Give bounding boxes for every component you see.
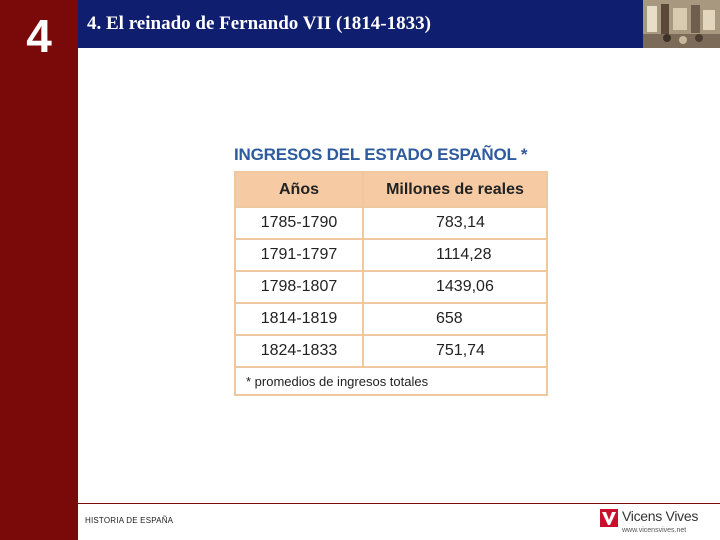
cell-years: 1798-1807 (234, 270, 364, 304)
cell-years: 1824-1833 (234, 334, 364, 368)
cell-years: 1791-1797 (234, 238, 364, 272)
table-header-row: Años Millones de reales (234, 171, 548, 208)
vicens-vives-logo-icon (600, 509, 618, 527)
cell-years: 1814-1819 (234, 302, 364, 336)
chapter-number: 4 (26, 10, 52, 62)
table-row: 1824-1833 751,74 (234, 334, 548, 368)
cell-years: 1785-1790 (234, 206, 364, 240)
table-title: INGRESOS DEL ESTADO ESPAÑOL * (234, 145, 528, 164)
table-row: 1814-1819 658 (234, 302, 548, 336)
table-row: 1791-1797 1114,28 (234, 238, 548, 272)
cell-value: 783,14 (362, 206, 548, 240)
cell-value: 1439,06 (362, 270, 548, 304)
cell-value: 1114,28 (362, 238, 548, 272)
table-row: 1798-1807 1439,06 (234, 270, 548, 304)
footer-divider (78, 503, 720, 504)
slide-title: 4. El reinado de Fernando VII (1814-1833… (87, 13, 431, 34)
header-bar (78, 0, 643, 48)
revenue-table: Años Millones de reales 1785-1790 783,14… (234, 171, 548, 396)
logo-name: Vicens Vives (622, 508, 699, 524)
table-row: 1785-1790 783,14 (234, 206, 548, 240)
table-footnote: * promedios de ingresos totales (234, 366, 548, 396)
left-color-band (0, 0, 78, 540)
cell-value: 751,74 (362, 334, 548, 368)
column-header-value: Millones de reales (362, 171, 548, 208)
column-header-years: Años (234, 171, 364, 208)
footer-subject-label: HISTORIA DE ESPAÑA (85, 516, 174, 525)
cell-value: 658 (362, 302, 548, 336)
header-painting-image (643, 0, 720, 48)
table-footnote-row: * promedios de ingresos totales (234, 366, 548, 396)
logo-url: www.vicensvives.net (622, 527, 687, 534)
